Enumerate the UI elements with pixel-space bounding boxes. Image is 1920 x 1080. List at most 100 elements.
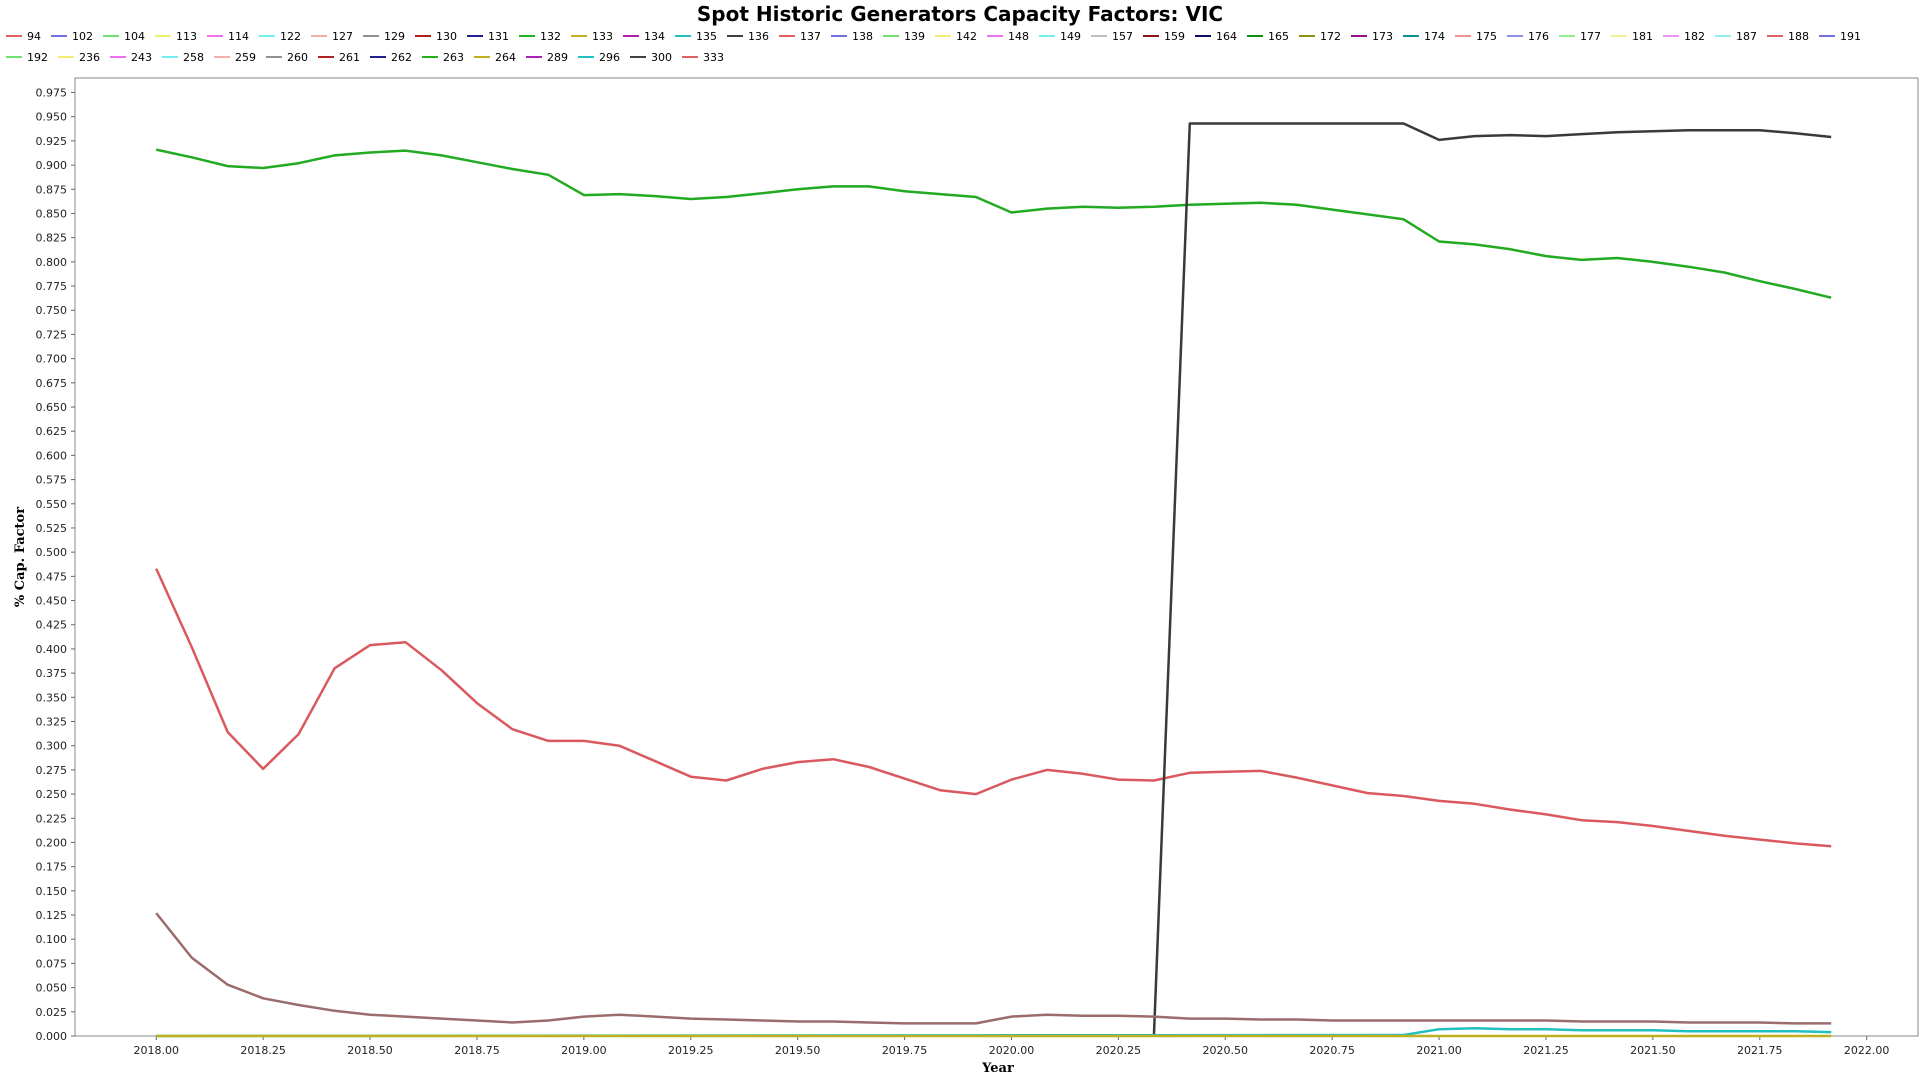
y-tick-label: 0.225 (36, 812, 68, 825)
legend-label: 138 (852, 29, 873, 43)
legend-label: 94 (27, 29, 41, 43)
legend-swatch (675, 35, 691, 37)
x-tick-label: 2018.50 (347, 1044, 393, 1057)
legend-item: 127 (311, 28, 353, 44)
x-tick-label: 2019.75 (882, 1044, 928, 1057)
y-tick-label: 0.525 (36, 522, 68, 535)
x-tick-label: 2020.00 (989, 1044, 1035, 1057)
y-tick-label: 0.725 (36, 328, 68, 341)
legend-label: 133 (592, 29, 613, 43)
y-tick-label: 0.100 (36, 933, 68, 946)
legend-label: 174 (1424, 29, 1445, 43)
legend-swatch (467, 35, 483, 37)
legend-label: 135 (696, 29, 717, 43)
legend-swatch (1559, 35, 1575, 37)
legend-label: 122 (280, 29, 301, 43)
legend-swatch (831, 35, 847, 37)
legend-item: 182 (1663, 28, 1705, 44)
chart-title: Spot Historic Generators Capacity Factor… (696, 2, 1224, 26)
legend-swatch (526, 56, 542, 58)
legend-item: 113 (155, 28, 197, 44)
x-tick-label: 2019.00 (561, 1044, 607, 1057)
legend-swatch (6, 56, 22, 58)
legend-item: 258 (162, 49, 204, 65)
legend-swatch (51, 35, 67, 37)
legend-item: 159 (1143, 28, 1185, 44)
legend-item: 333 (682, 49, 724, 65)
series-line-94 (155, 568, 1832, 848)
legend-item: 191 (1819, 28, 1861, 44)
y-tick-label: 0.050 (36, 982, 68, 995)
x-tick-label: 2021.50 (1630, 1044, 1676, 1057)
legend-swatch (578, 56, 594, 58)
legend-label: 132 (540, 29, 561, 43)
legend-swatch (1403, 35, 1419, 37)
legend-item: 164 (1195, 28, 1237, 44)
legend-item: 236 (58, 49, 100, 65)
y-tick-label: 0.750 (36, 304, 68, 317)
legend-label: 263 (443, 50, 464, 64)
legend-item: 264 (474, 49, 516, 65)
legend-label: 114 (228, 29, 249, 43)
y-tick-label: 0.625 (36, 425, 68, 438)
legend-label: 259 (235, 50, 256, 64)
legend-item: 114 (207, 28, 249, 44)
legend-item: 289 (526, 49, 568, 65)
y-tick-label: 0.450 (36, 595, 68, 608)
legend-item: 130 (415, 28, 457, 44)
legend-label: 137 (800, 29, 821, 43)
legend-label: 187 (1736, 29, 1757, 43)
legend-item: 102 (51, 28, 93, 44)
legend-swatch (571, 35, 587, 37)
legend-swatch (266, 56, 282, 58)
y-tick-label: 0.950 (36, 111, 68, 124)
x-axis-label: Year (981, 1061, 1014, 1076)
legend-label: 289 (547, 50, 568, 64)
legend-label: 159 (1164, 29, 1185, 43)
y-tick-label: 0.650 (36, 401, 68, 414)
legend-item: 135 (675, 28, 717, 44)
legend-swatch (318, 56, 334, 58)
legend-item: 262 (370, 49, 412, 65)
legend-swatch (162, 56, 178, 58)
legend-label: 173 (1372, 29, 1393, 43)
legend-label: 188 (1788, 29, 1809, 43)
legend-label: 172 (1320, 29, 1341, 43)
x-tick-label: 2020.25 (1096, 1044, 1142, 1057)
legend-swatch (1819, 35, 1835, 37)
y-tick-label: 0.800 (36, 256, 68, 269)
legend-item: 188 (1767, 28, 1809, 44)
legend-item: 172 (1299, 28, 1341, 44)
y-tick-label: 0.350 (36, 691, 68, 704)
legend-label: 148 (1008, 29, 1029, 43)
y-tick-label: 0.600 (36, 449, 68, 462)
y-tick-label: 0.825 (36, 232, 68, 245)
legend-swatch (519, 35, 535, 37)
legend-swatch (311, 35, 327, 37)
x-tick-label: 2021.00 (1416, 1044, 1462, 1057)
y-tick-label: 0.550 (36, 498, 68, 511)
legend-item: 296 (578, 49, 620, 65)
legend-swatch (1351, 35, 1367, 37)
legend-swatch (259, 35, 275, 37)
series-line-296 (156, 1027, 1832, 1038)
y-tick-label: 0.500 (36, 546, 68, 559)
legend: 94 102 104 113 114 122 127 129 130 131 132 133 134 13… (6, 28, 1918, 65)
x-tick-label: 2018.25 (240, 1044, 286, 1057)
legend-label: 164 (1216, 29, 1237, 43)
legend-label: 130 (436, 29, 457, 43)
legend-item: 142 (935, 28, 977, 44)
legend-item: 136 (727, 28, 769, 44)
legend-label: 260 (287, 50, 308, 64)
y-tick-label: 0.175 (36, 861, 68, 874)
x-tick-label: 2020.75 (1309, 1044, 1355, 1057)
x-tick-label: 2022.00 (1844, 1044, 1890, 1057)
legend-item: 122 (259, 28, 301, 44)
y-tick-label: 0.150 (36, 885, 68, 898)
y-tick-label: 0.275 (36, 764, 68, 777)
y-tick-label: 0.000 (36, 1030, 68, 1043)
legend-label: 127 (332, 29, 353, 43)
legend-label: 149 (1060, 29, 1081, 43)
y-axis: 0.000 0.025 0.050 0.075 0.100 0.125 0.150 0.175… (36, 87, 75, 1043)
y-tick-label: 0.300 (36, 740, 68, 753)
